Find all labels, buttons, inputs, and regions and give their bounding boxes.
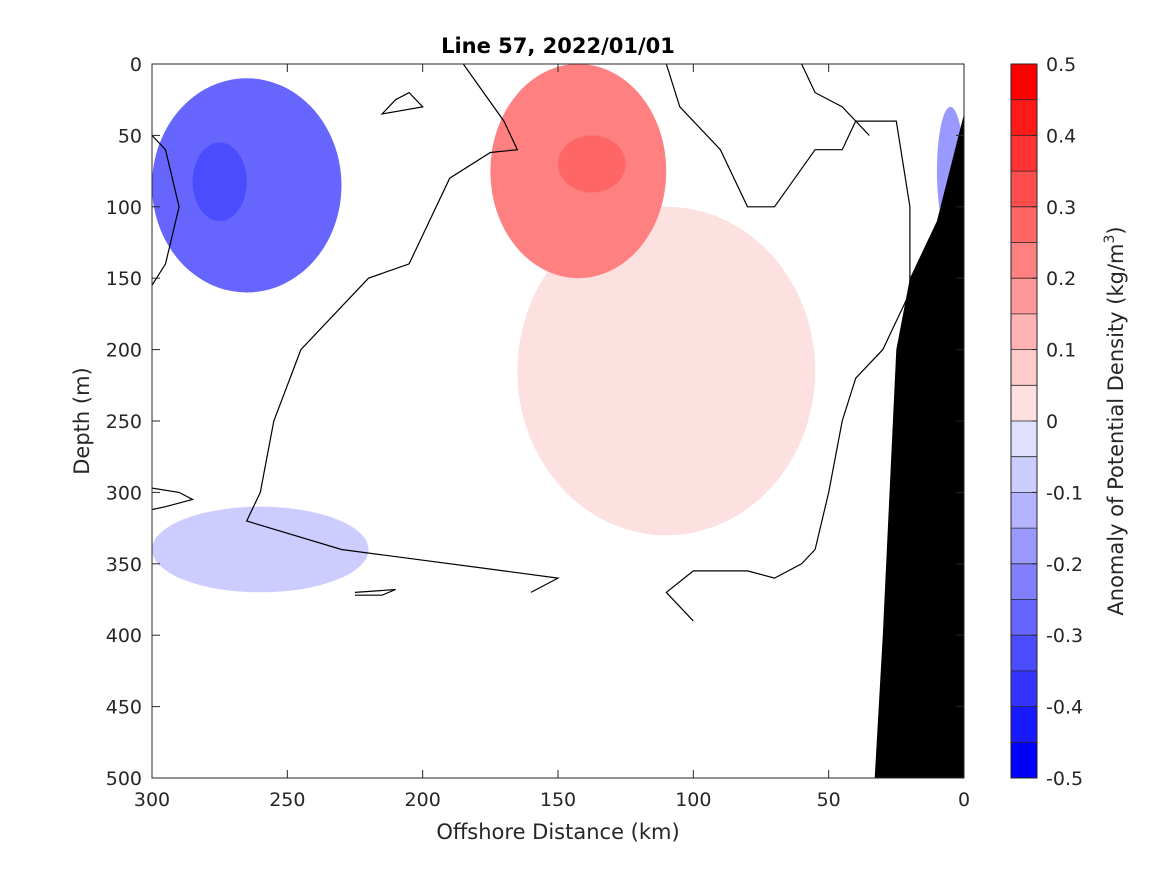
colorbar-swatch (1011, 421, 1037, 458)
colorbar-swatch (1011, 99, 1037, 136)
colorbar-label-sup: 3 (1102, 235, 1118, 244)
colorbar-tick-label: -0.3 (1046, 625, 1083, 647)
zero-contour-3 (152, 134, 180, 286)
colorbar-swatch (1011, 385, 1037, 422)
y-tick-label: 500 (106, 768, 142, 790)
colorbar-swatch (1011, 313, 1037, 351)
y-tick-label: 50 (118, 125, 142, 147)
colorbar-swatch (1011, 599, 1037, 636)
x-tick-label: 50 (817, 789, 841, 811)
colorbar-tick-label: -0.2 (1046, 554, 1083, 576)
y-tick-label: 450 (106, 697, 142, 719)
x-tick-label: 100 (675, 789, 711, 811)
colorbar-tick-label: -0.5 (1046, 768, 1083, 790)
zero-contour-2 (801, 64, 870, 136)
colorbar-tick-label: 0.5 (1046, 54, 1076, 76)
positive-anomaly-core-max (558, 135, 626, 193)
y-tick-label: 350 (106, 554, 142, 576)
x-tick-label: 250 (269, 789, 305, 811)
colorbar-swatch (1011, 563, 1037, 600)
colorbar-swatch (1011, 349, 1037, 386)
colorbar-tick-label: -0.4 (1046, 697, 1083, 719)
negative-anomaly-deep-offshore (152, 506, 369, 593)
colorbar-label: Anomaly of Potential Density (kg/m3) (1102, 226, 1128, 615)
y-tick-label: 150 (106, 268, 142, 290)
y-tick-label: 0 (130, 54, 142, 76)
x-tick-label: 200 (405, 789, 441, 811)
colorbar-tick-label: 0.3 (1046, 197, 1076, 219)
y-tick-label: 250 (106, 411, 142, 433)
y-axis-label: Depth (m) (70, 367, 94, 474)
negative-anomaly-offshore-core (152, 78, 342, 293)
colorbar-label-tail: ) (1104, 226, 1128, 234)
colorbar-tick-label: 0.2 (1046, 268, 1076, 290)
bathymetry-shape (874, 114, 964, 778)
positive-anomaly-tongue (517, 206, 816, 536)
colorbar-swatch (1011, 242, 1037, 279)
x-tick-label: 0 (958, 789, 970, 811)
colorbar-swatch (1011, 64, 1037, 101)
y-tick-label: 200 (106, 340, 142, 362)
anomaly-field (152, 64, 964, 778)
plot-area: 300 250 200 150 100 50 0 050100150200250300350… (106, 54, 970, 811)
colorbar-swatch (1011, 706, 1037, 743)
x-tick-label: 300 (134, 789, 170, 811)
x-axis: 300 250 200 150 100 50 0 (134, 64, 970, 811)
x-tick-label: 150 (540, 789, 576, 811)
colorbar-swatch (1011, 456, 1037, 493)
x-axis-label: Offshore Distance (km) (436, 820, 679, 844)
colorbar-tick-label: -0.1 (1046, 482, 1083, 504)
colorbar-tick-label: 0.4 (1046, 125, 1076, 147)
negative-anomaly-offshore-core-min (192, 142, 247, 222)
y-axis: 0 50 100 150 200 250 300 350 400 450 500 (106, 54, 964, 790)
chart-title: Line 57, 2022/01/01 (441, 34, 675, 58)
zero-contour-5 (354, 588, 396, 596)
colorbar-swatch (1011, 492, 1037, 529)
y-tick-label: 300 (106, 482, 142, 504)
zero-contour-1 (665, 64, 911, 622)
colorbar: 0.5 0.4 0.3 0.2 0.1 0 -0.1 -0.2 -0.3 -0.4 -0.5 (1010, 54, 1083, 790)
colorbar-label-main: Anomaly of Potential Density (kg/m (1104, 244, 1128, 616)
y-tick-label: 400 (106, 625, 142, 647)
colorbar-swatch (1011, 635, 1037, 672)
colorbar-swatch (1011, 670, 1037, 708)
zero-contour-0 (245, 64, 560, 593)
colorbar-tick-label: 0 (1046, 411, 1058, 433)
zero-contours (152, 64, 911, 622)
colorbar-swatch (1011, 278, 1037, 315)
colorbar-swatch (1011, 528, 1037, 565)
colorbar-swatch (1011, 135, 1037, 172)
colorbar-swatch (1011, 206, 1037, 243)
colorbar-swatch (1011, 171, 1037, 208)
zero-contour-6 (380, 91, 424, 115)
colorbar-swatch (1011, 742, 1037, 779)
zero-contour-4 (152, 487, 195, 511)
y-tick-label: 100 (106, 197, 142, 219)
no-data-mask (152, 592, 964, 778)
bathymetry (874, 114, 964, 778)
colorbar-tick-label: 0.1 (1046, 340, 1076, 362)
